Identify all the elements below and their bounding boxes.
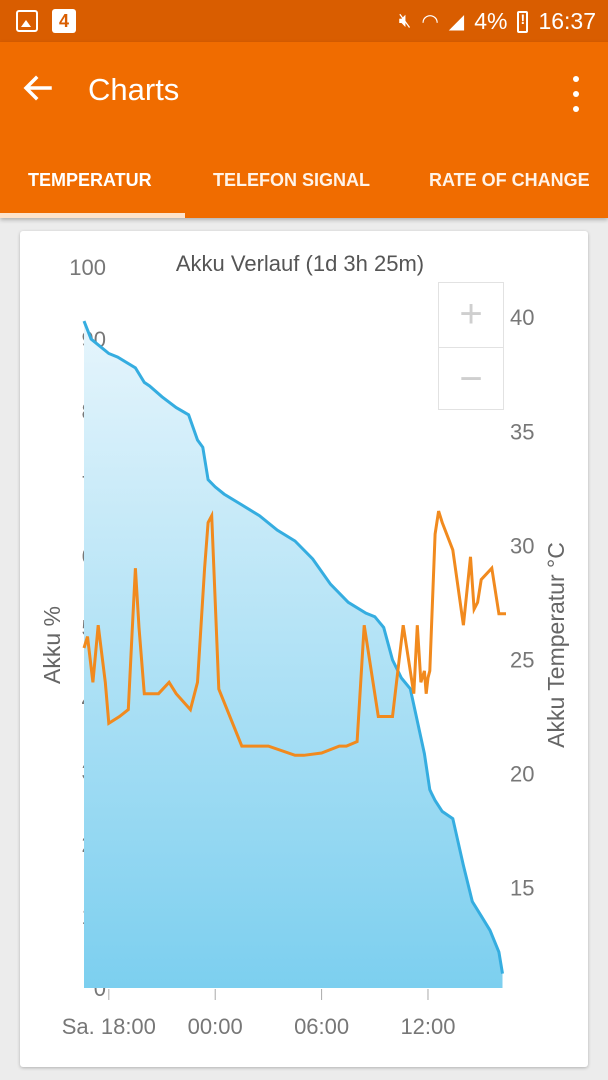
temperature-line	[82, 510, 506, 757]
tab-bar: TEMPERATUR TELEFON SIGNAL RATE OF CHANGE	[0, 160, 608, 218]
clock: 16:37	[538, 8, 596, 34]
gallery-notification-icon	[16, 10, 38, 32]
y-tick-label-0: 100	[69, 255, 106, 280]
back-arrow-glyph	[23, 75, 52, 101]
battery-line	[82, 320, 504, 974]
battery-area	[84, 321, 503, 989]
x-tick-label-0: Sa. 18:00	[62, 1014, 156, 1039]
battery-percent: 4%	[474, 8, 508, 34]
notification-badge: 4	[52, 9, 76, 33]
y2-tick-label-5: 15	[510, 876, 534, 901]
x-tick-label-3: 12:00	[400, 1014, 455, 1039]
signal-icon: ◢	[448, 11, 465, 33]
y2-tick-label-2: 30	[510, 533, 534, 558]
x-tick-label-1: 00:00	[188, 1014, 243, 1039]
tab-temperatur[interactable]: TEMPERATUR	[28, 170, 152, 190]
y2-tick-label-3: 25	[510, 647, 534, 672]
back-arrow-icon[interactable]	[20, 70, 64, 114]
zoom-in-button[interactable]: +	[459, 292, 483, 336]
active-tab-indicator	[0, 213, 185, 218]
chart-title: Akku Verlauf (1d 3h 25m)	[176, 251, 424, 276]
y2-tick-label-0: 40	[510, 305, 534, 330]
tab-telefon-signal[interactable]: TELEFON SIGNAL	[213, 170, 370, 190]
y2-tick-label-1: 35	[510, 419, 534, 444]
zoom-controls: + −	[438, 282, 504, 410]
x-tick-label-2: 06:00	[294, 1014, 349, 1039]
status-bar: 4 🔇︎ ◠ ◢ 4% 16:37	[0, 0, 608, 42]
y2-axis-title: Akku Temperatur °C	[543, 542, 569, 748]
overflow-menu-icon[interactable]	[566, 74, 586, 114]
tab-rate-of-change[interactable]: RATE OF CHANGE	[429, 170, 590, 190]
app-bar: Charts TEMPERATUR TELEFON SIGNAL RATE OF…	[0, 42, 608, 218]
y-axis-title: Akku %	[39, 606, 65, 684]
y2-tick-label-4: 20	[510, 762, 534, 787]
mute-icon: 🔇︎	[398, 10, 412, 32]
page-title: Charts	[88, 72, 180, 107]
wifi-icon: ◠	[421, 11, 439, 33]
battery-icon	[517, 10, 529, 33]
zoom-out-button[interactable]: −	[439, 347, 503, 411]
